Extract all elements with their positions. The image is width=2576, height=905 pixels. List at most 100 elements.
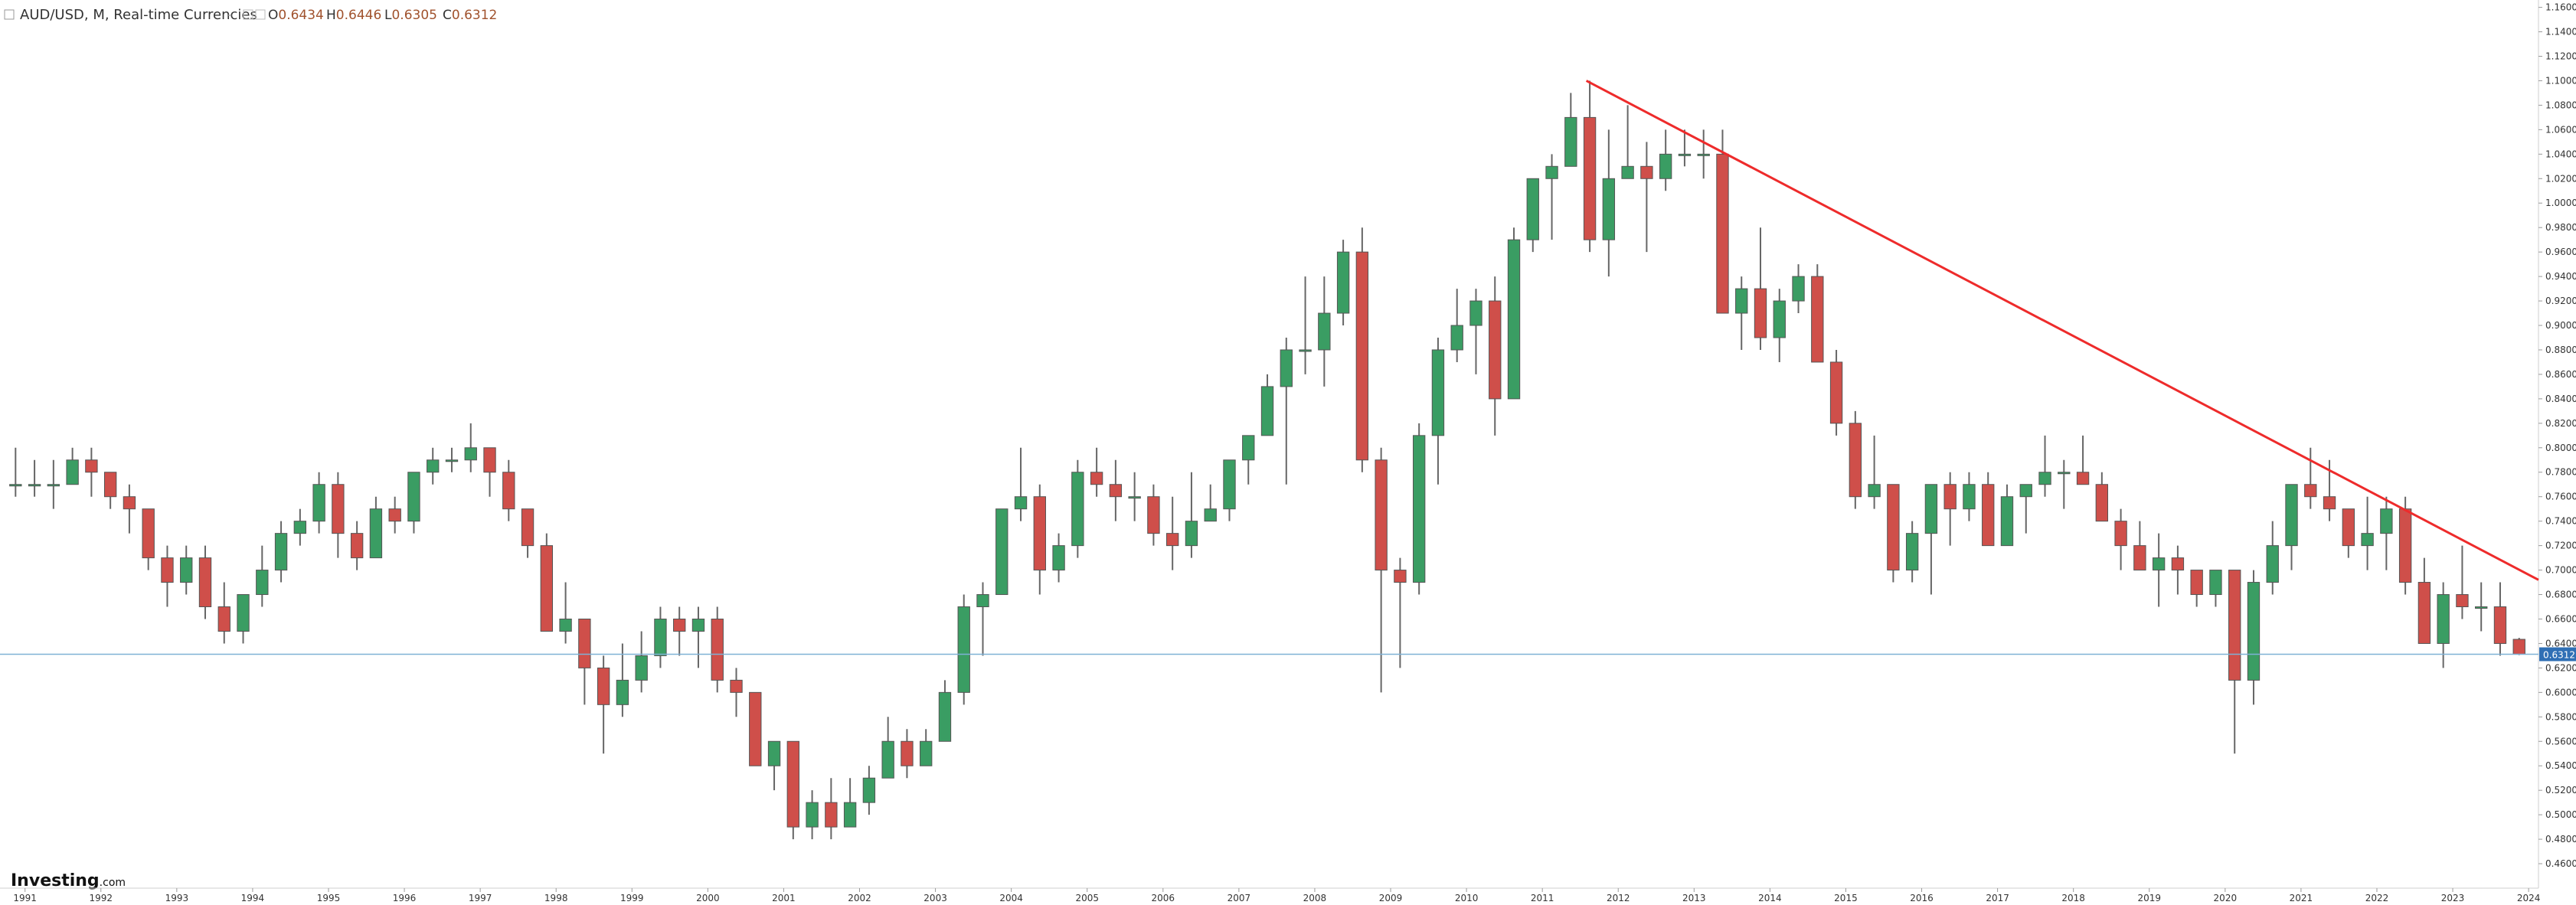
candle-body [293,521,307,534]
candle-body [1811,276,1824,363]
candle-body [1849,423,1862,498]
y-tick-label: 0.7000 [2545,565,2576,576]
candle-body [2266,545,2279,583]
candle-body [597,667,610,705]
candle-body [691,618,705,632]
ohlc-value: 0.6446 [336,8,381,23]
candle-body [920,740,933,766]
x-tick-label: 1991 [13,893,37,903]
candle-body [862,777,876,803]
candle-body [1394,570,1407,583]
y-tick-label: 0.5400 [2545,760,2576,771]
candle-body [2417,582,2431,644]
y-tick-label: 0.5600 [2545,736,2576,747]
candle-body [445,459,459,462]
x-tick-label: 1998 [544,893,568,903]
y-tick-label: 0.7800 [2545,467,2576,478]
x-tick-label: 2000 [696,893,720,903]
candle-body [2190,570,2203,596]
y-tick-label: 0.9400 [2545,271,2576,282]
y-tick-label: 0.5200 [2545,785,2576,796]
x-tick-label: 2013 [1682,893,1706,903]
candle-body [2133,545,2146,571]
x-tick-label: 1993 [165,893,189,903]
y-tick-label: 0.9200 [2545,296,2576,306]
candle-body [1545,165,1558,179]
x-tick-label: 2017 [1986,893,2009,903]
dropdown-icon[interactable]: – [227,9,232,21]
candle-body [1204,508,1217,522]
price-badge-label: 0.6312 [2543,650,2575,661]
settings-icon[interactable] [243,9,253,20]
y-tick-label: 0.8800 [2545,345,2576,355]
y-tick-label: 0.8400 [2545,394,2576,404]
candle-body [749,691,762,766]
candle-body [1887,484,1900,571]
y-tick-label: 1.0400 [2545,149,2576,159]
x-tick-label: 2023 [2441,893,2465,903]
ohlc-value: 0.6312 [452,8,497,23]
candle-body [1014,496,1028,510]
candle-body [521,508,534,547]
x-tick-label: 2002 [848,893,871,903]
ohlc-item: L0.6305 [384,8,437,23]
candle-body [2247,582,2261,681]
x-tick-label: 2007 [1228,893,1251,903]
x-tick-label: 2020 [2214,893,2238,903]
candle-body [1564,116,1577,167]
y-tick-label: 1.1600 [2545,2,2576,13]
close-icon[interactable] [255,9,266,20]
logo-text: Investing [11,871,100,890]
y-tick-label: 1.0600 [2545,124,2576,135]
candle-body [2171,557,2185,571]
candle-body [1375,459,1388,571]
x-tick-label: 2009 [1379,893,1403,903]
candle-body [407,472,420,522]
ohlc-item: O0.6434 [268,8,324,23]
candle-body [1773,300,1786,338]
candle-body [1905,533,1919,571]
y-tick-label: 0.9600 [2545,247,2576,257]
candle-body [806,802,819,828]
candle-body [730,679,743,693]
candle-body [180,557,193,583]
x-tick-label: 2014 [1758,893,1782,903]
candle-body [2076,472,2090,485]
candle-body [1640,165,1653,179]
candle-body [1299,349,1312,352]
candle-body [28,484,41,487]
y-tick-label: 0.6000 [2545,687,2576,698]
candle-body [1469,300,1483,326]
candle-body [540,545,554,632]
candle-body [1260,386,1274,436]
candle-body [9,484,22,487]
y-tick-label: 0.9000 [2545,320,2576,331]
candle-body [1943,484,1957,510]
ohlc-item: H0.6446 [326,8,381,23]
candle-body [1033,496,1046,571]
x-tick-label: 2015 [1834,893,1858,903]
candle-body [1659,153,1672,179]
candle-body [2475,606,2488,609]
candle-body [1280,349,1293,387]
candle-body [2285,484,2298,547]
x-tick-label: 2011 [1531,893,1554,903]
candle-body [1697,153,1710,156]
candle-body [1128,496,1141,499]
candle-body [2058,472,2071,475]
y-tick-label: 1.1200 [2545,51,2576,61]
candle-body [427,459,440,473]
x-tick-label: 2019 [2137,893,2161,903]
candle-body [1868,484,1881,498]
y-tick-label: 0.8200 [2545,418,2576,429]
candle-body [1716,153,1729,314]
candle-body [2380,508,2393,534]
x-tick-label: 2006 [1152,893,1175,903]
candle-body [237,594,250,632]
candle-body [2019,484,2032,498]
y-tick-label: 0.6400 [2545,638,2576,649]
y-tick-label: 1.0200 [2545,173,2576,184]
collapse-icon[interactable] [4,9,15,20]
candle-body [1526,178,1539,240]
